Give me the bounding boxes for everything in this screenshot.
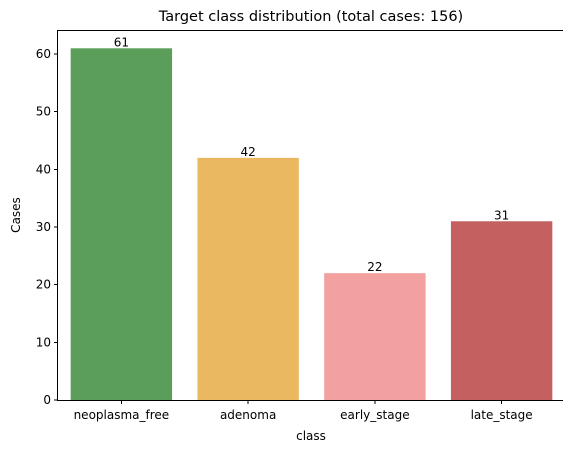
bar-early-stage: [324, 273, 426, 400]
y-tick-label-30: 30: [36, 220, 51, 234]
data-label-early-stage: 22: [367, 260, 382, 274]
plot-frame: [57, 30, 563, 401]
data-label-late-stage: 31: [494, 208, 509, 222]
y-tick-label-60: 60: [36, 47, 51, 61]
x-tick-label-late-stage: late_stage: [471, 408, 533, 422]
y-axis-ticks: 0 10 20 30 40 50 60: [36, 47, 58, 407]
x-axis-ticks: neoplasma_free adenoma early_stage late_sta…: [74, 400, 533, 422]
bar-late-stage: [450, 221, 553, 400]
data-label-neoplasma-free: 61: [114, 35, 129, 49]
y-tick-label-50: 50: [36, 105, 51, 119]
y-tick-label-0: 0: [43, 393, 51, 407]
y-tick-label-20: 20: [36, 278, 51, 292]
y-axis-label: Cases: [9, 197, 23, 233]
bar-adenoma: [197, 157, 299, 400]
x-tick-label-adenoma: adenoma: [220, 408, 276, 422]
chart-title: Target class distribution (total cases: …: [158, 9, 463, 25]
y-tick-label-40: 40: [36, 162, 51, 176]
bar-neoplasma-free: [70, 48, 173, 401]
data-labels-group: 61 42 22 31: [114, 35, 510, 274]
data-label-adenoma: 42: [240, 145, 255, 159]
x-axis-label: class: [296, 429, 326, 443]
bars-group: [70, 48, 553, 401]
y-tick-label-10: 10: [36, 335, 51, 349]
x-tick-label-neoplasma-free: neoplasma_free: [74, 408, 170, 422]
x-tick-label-early-stage: early_stage: [340, 408, 409, 422]
